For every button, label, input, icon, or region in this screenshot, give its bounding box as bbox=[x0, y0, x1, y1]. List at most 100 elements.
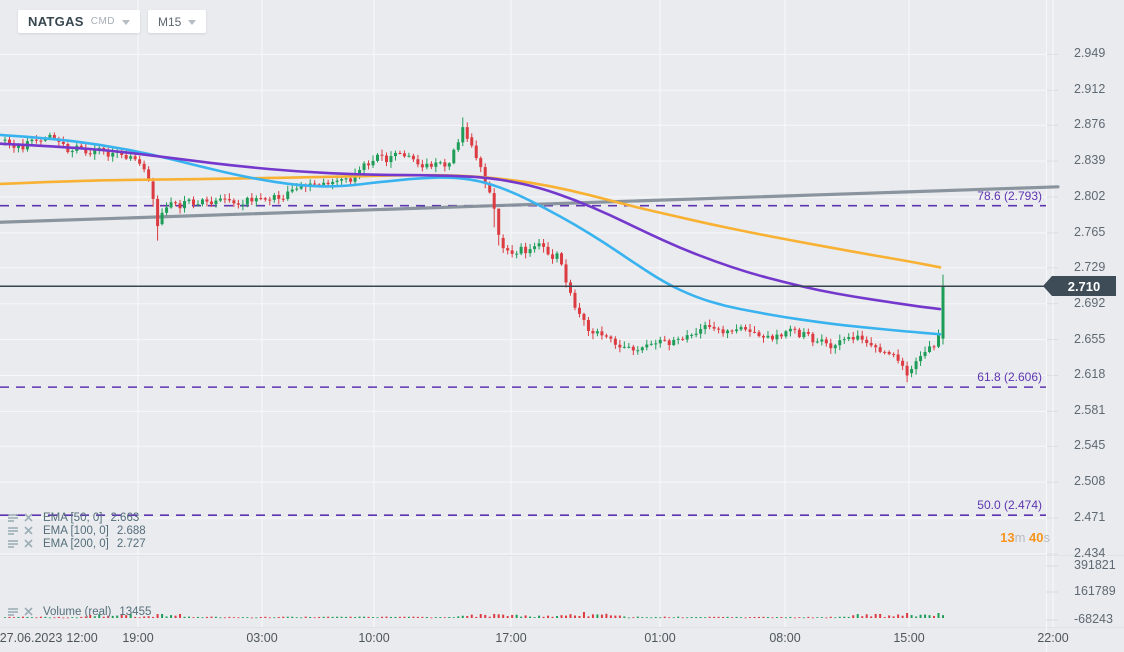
candle-bear bbox=[420, 164, 424, 168]
volume-bar bbox=[897, 614, 900, 618]
volume-bar bbox=[484, 614, 487, 618]
volume-tick-label: 161789 bbox=[1074, 584, 1116, 598]
volume-bar bbox=[735, 616, 738, 618]
candle-bear bbox=[174, 202, 178, 204]
volume-bar bbox=[93, 616, 96, 618]
volume-bar bbox=[120, 614, 123, 618]
candle-bull bbox=[515, 253, 519, 255]
indicator-value: 13455 bbox=[119, 606, 152, 618]
candle-bear bbox=[367, 163, 371, 166]
candle-bull bbox=[941, 286, 945, 339]
candle-bear bbox=[510, 250, 514, 254]
indicator-label: EMA [100, 0] bbox=[43, 525, 109, 537]
price-tick-label: 2.581 bbox=[1074, 403, 1106, 418]
fib-level-label: 78.6 (2.793) bbox=[977, 188, 1042, 203]
volume-bar bbox=[636, 616, 639, 618]
candle-bull bbox=[654, 343, 658, 345]
volume-bar bbox=[766, 617, 769, 618]
candle-bear bbox=[770, 335, 774, 340]
volume-bar bbox=[138, 617, 141, 619]
chart-header: NATGAS CMD M15 bbox=[18, 10, 207, 33]
candle-bull bbox=[214, 200, 218, 205]
volume-bar bbox=[488, 616, 491, 618]
candle-bear bbox=[326, 182, 330, 185]
candle-bull bbox=[97, 147, 101, 149]
time-tick-label: 08:00 bbox=[769, 631, 801, 645]
timeframe-selector[interactable]: M15 bbox=[148, 10, 207, 33]
indicator-remove-icon[interactable] bbox=[24, 539, 36, 549]
volume-bar bbox=[789, 616, 792, 618]
volume-bar bbox=[942, 615, 944, 618]
candle-bull bbox=[672, 339, 676, 346]
time-tick-label: 22:00 bbox=[1037, 631, 1069, 645]
volume-bar bbox=[838, 616, 841, 618]
candle-bull bbox=[833, 345, 837, 349]
indicator-remove-icon[interactable] bbox=[24, 526, 36, 536]
candle-bull bbox=[784, 331, 788, 337]
volume-bar bbox=[53, 617, 56, 619]
symbol-selector[interactable]: NATGAS CMD bbox=[18, 10, 141, 33]
candle-bear bbox=[779, 334, 783, 337]
volume-bar bbox=[829, 616, 832, 618]
candle-bull bbox=[344, 178, 348, 180]
volume-bar bbox=[354, 617, 357, 618]
volume-bar bbox=[466, 615, 469, 618]
volume-bar bbox=[192, 617, 195, 619]
indicator-settings-icon[interactable] bbox=[8, 513, 20, 523]
volume-bar bbox=[84, 616, 87, 618]
volume-bar bbox=[515, 614, 518, 618]
volume-bar bbox=[461, 615, 464, 618]
volume-bar bbox=[726, 616, 729, 618]
volume-bar bbox=[843, 616, 846, 618]
candle-bull bbox=[438, 162, 442, 164]
candle-bear bbox=[7, 139, 11, 144]
candle-bear bbox=[380, 154, 384, 156]
candle-bull bbox=[537, 243, 541, 247]
candle-bear bbox=[721, 329, 725, 334]
candle-bull bbox=[694, 333, 698, 335]
volume-bar bbox=[448, 616, 451, 618]
volume-bar bbox=[609, 615, 612, 618]
volume-bar bbox=[740, 617, 743, 619]
current-price-badge: 2.710 bbox=[1043, 276, 1116, 297]
volume-bar bbox=[205, 616, 208, 618]
volume-bar bbox=[313, 617, 316, 619]
indicator-legend-ema50: EMA [50, 0] 2.663 bbox=[8, 512, 139, 524]
candle-bear bbox=[384, 155, 388, 163]
price-tick-label: 2.618 bbox=[1074, 367, 1106, 382]
candle-bear bbox=[416, 159, 420, 165]
candle-bear bbox=[748, 329, 752, 332]
volume-bar bbox=[389, 616, 392, 618]
volume-bar bbox=[452, 617, 455, 619]
candle-bear bbox=[761, 336, 765, 338]
candle-bear bbox=[21, 144, 25, 150]
candle-bear bbox=[317, 184, 321, 186]
volume-bar bbox=[165, 616, 168, 618]
volume-bar bbox=[147, 616, 150, 618]
indicator-settings-icon[interactable] bbox=[8, 539, 20, 549]
candle-bear bbox=[223, 198, 227, 200]
volume-bar bbox=[219, 617, 222, 619]
volume-bar bbox=[699, 617, 702, 618]
trend-line bbox=[0, 185, 1060, 224]
volume-bar bbox=[98, 614, 101, 618]
candle-bear bbox=[474, 145, 478, 159]
indicator-settings-icon[interactable] bbox=[8, 526, 20, 536]
indicator-remove-icon[interactable] bbox=[24, 513, 36, 523]
volume-bar bbox=[331, 616, 334, 618]
candle-bear bbox=[892, 354, 896, 356]
indicator-remove-icon[interactable] bbox=[24, 607, 36, 617]
volume-bar bbox=[111, 615, 114, 618]
candle-bear bbox=[712, 326, 716, 329]
volume-bar bbox=[295, 617, 298, 619]
indicator-settings-icon[interactable] bbox=[8, 607, 20, 617]
time-tick-label: 10:00 bbox=[358, 631, 390, 645]
candle-bear bbox=[806, 332, 810, 334]
indicator-legend-ema100: EMA [100, 0] 2.688 bbox=[8, 525, 146, 537]
candle-bear bbox=[411, 155, 415, 160]
candle-bull bbox=[290, 189, 294, 192]
volume-bar bbox=[161, 614, 164, 618]
volume-bar bbox=[430, 617, 433, 619]
